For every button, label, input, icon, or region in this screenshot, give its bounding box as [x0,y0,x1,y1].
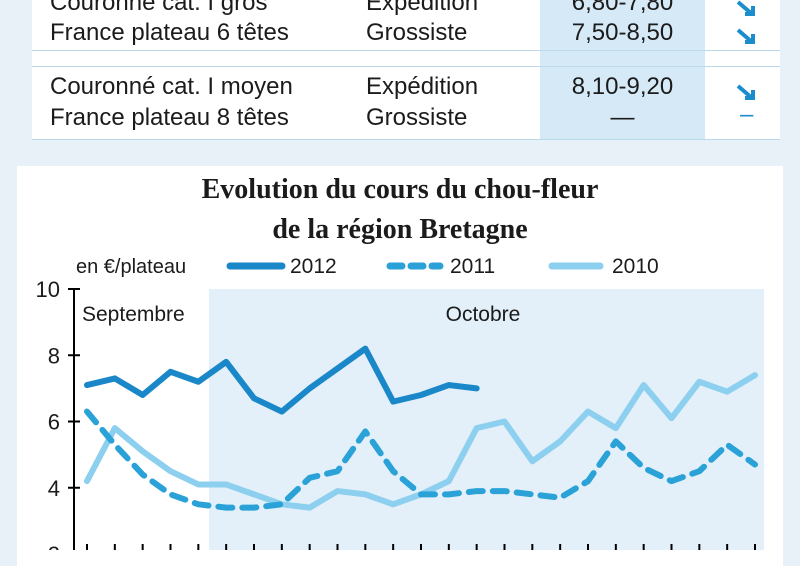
row-2-price: 7,50-8,50 [571,19,674,46]
y-tick-label: 2 [48,542,60,550]
row-1-variety: Couronné cat. I gros [50,0,268,16]
period-label-octobre: Octobre [446,303,521,326]
series-line-2012 [84,345,480,415]
y-tick-label: 4 [48,476,60,501]
y-tick-label: 6 [48,410,60,435]
line-chart: 2 4 6 8 10 Septembre Octobre [36,262,764,550]
period-label-septembre: Septembre [82,303,185,326]
row-2-channel: Grossiste [366,19,468,46]
row-4-price: — [610,104,635,131]
row-4-variety: France plateau 8 têtes [50,104,289,131]
y-tick-label: 8 [48,343,60,368]
legend-label-2011: 2011 [450,255,496,278]
row-4-trend: – [740,101,754,128]
y-tick-label: 10 [36,277,60,302]
legend-label-2012: 2012 [290,255,337,278]
down-trend-icon [736,28,755,44]
row-4-channel: Grossiste [366,104,468,131]
series-line-2011 [84,408,758,511]
row-divider [32,66,780,67]
row-1-channel: Expédition [366,0,479,16]
row-3-variety: Couronné cat. I moyen [50,73,293,100]
chart-title: Evolution du cours du chou-fleur [201,174,599,205]
row-3-channel: Expédition [366,73,479,100]
price-table: Couronné cat. I gros Expédition 6,80-7,8… [32,0,780,140]
price-column-highlight [540,0,705,140]
down-trend-icon [736,0,755,16]
down-trend-icon [736,84,755,100]
row-3-price: 8,10-9,20 [571,73,674,100]
row-1-price: 6,80-7,80 [571,0,674,16]
october-band [209,289,764,550]
row-divider [32,139,780,140]
y-axis-unit: en €/plateau [76,256,187,278]
chart-subtitle: de la région Bretagne [272,214,528,245]
row-divider [32,50,780,51]
row-2-variety: France plateau 6 têtes [50,19,289,46]
legend-label-2010: 2010 [612,255,659,278]
